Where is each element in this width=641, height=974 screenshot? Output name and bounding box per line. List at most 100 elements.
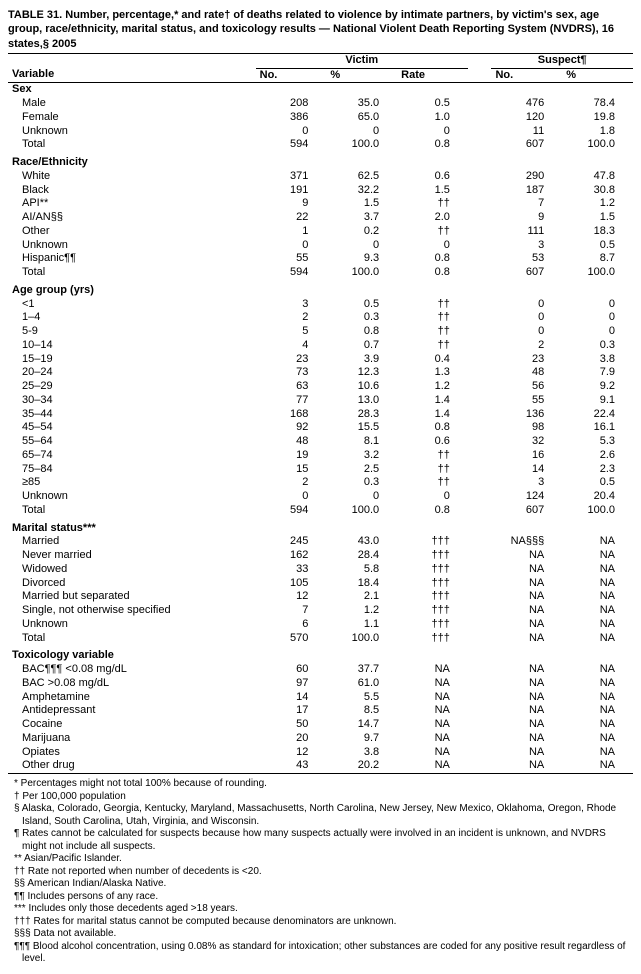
- cell-n1: 594: [256, 504, 327, 518]
- cell-p1: 0: [326, 239, 397, 253]
- cell-p1: 0: [326, 125, 397, 139]
- hdr-gap2: [468, 68, 492, 83]
- cell-r: 0.8: [397, 421, 468, 435]
- cell-n1: 48: [256, 435, 327, 449]
- footnotes: * Percentages might not total 100% becau…: [8, 778, 633, 966]
- cell-n2: 14: [491, 463, 562, 477]
- cell-n1: 63: [256, 380, 327, 394]
- cell-n1: 0: [256, 490, 327, 504]
- cell-l: 25–29: [8, 380, 256, 394]
- cell-n2: 290: [491, 170, 562, 184]
- table-title: TABLE 31. Number, percentage,* and rate†…: [8, 8, 633, 51]
- footnote: *** Includes only those decedents aged >…: [8, 903, 633, 916]
- cell-l: Antidepressant: [8, 704, 256, 718]
- cell-r: NA: [397, 759, 468, 773]
- cell-r: 1.4: [397, 408, 468, 422]
- cell-l: Unknown: [8, 125, 256, 139]
- hdr-pct2: %: [562, 68, 633, 83]
- cell-r: ††: [397, 476, 468, 490]
- cell-p1: 2.5: [326, 463, 397, 477]
- cell-gap: [468, 325, 492, 339]
- cell-n2: 0: [491, 298, 562, 312]
- cell-n1: 2: [256, 311, 327, 325]
- cell-n1: 4: [256, 339, 327, 353]
- cell-p2: NA: [562, 618, 633, 632]
- cell-gap: [468, 746, 492, 760]
- cell-r: ††: [397, 311, 468, 325]
- cell-n1: 371: [256, 170, 327, 184]
- cell-n1: 162: [256, 549, 327, 563]
- footnote: §§§ Data not available.: [8, 928, 633, 941]
- cell-gap: [468, 298, 492, 312]
- cell-r: 0.8: [397, 266, 468, 280]
- cell-n2: 0: [491, 325, 562, 339]
- cell-l: 55–64: [8, 435, 256, 449]
- cell-p1: 0.8: [326, 325, 397, 339]
- cell-r: 0.5: [397, 97, 468, 111]
- cell-n1: 386: [256, 111, 327, 125]
- cell-n1: 570: [256, 632, 327, 646]
- cell-gap: [468, 366, 492, 380]
- cell-p2: NA: [562, 549, 633, 563]
- cell-p1: 1.5: [326, 197, 397, 211]
- cell-n1: 191: [256, 184, 327, 198]
- section-header: Marital status***: [8, 518, 633, 536]
- footnote: † Per 100,000 population: [8, 791, 633, 804]
- cell-r: NA: [397, 718, 468, 732]
- cell-p1: 3.7: [326, 211, 397, 225]
- cell-p2: 0: [562, 311, 633, 325]
- cell-p1: 2.1: [326, 590, 397, 604]
- cell-l: <1: [8, 298, 256, 312]
- cell-p1: 100.0: [326, 138, 397, 152]
- cell-n1: 6: [256, 618, 327, 632]
- cell-l: 30–34: [8, 394, 256, 408]
- cell-n1: 594: [256, 266, 327, 280]
- cell-p2: 100.0: [562, 266, 633, 280]
- cell-p1: 14.7: [326, 718, 397, 732]
- cell-l: Total: [8, 632, 256, 646]
- cell-n2: 0: [491, 311, 562, 325]
- cell-r: NA: [397, 677, 468, 691]
- cell-p2: 9.1: [562, 394, 633, 408]
- cell-p1: 1.1: [326, 618, 397, 632]
- cell-n2: NA: [491, 663, 562, 677]
- cell-r: 1.0: [397, 111, 468, 125]
- cell-n1: 168: [256, 408, 327, 422]
- cell-n2: 3: [491, 239, 562, 253]
- cell-r: NA: [397, 704, 468, 718]
- cell-n2: NA: [491, 590, 562, 604]
- cell-gap: [468, 421, 492, 435]
- cell-l: Cocaine: [8, 718, 256, 732]
- cell-n1: 5: [256, 325, 327, 339]
- cell-gap: [468, 435, 492, 449]
- cell-n2: 120: [491, 111, 562, 125]
- footnote: ††† Rates for marital status cannot be c…: [8, 916, 633, 929]
- cell-r: ††: [397, 197, 468, 211]
- cell-gap: [468, 718, 492, 732]
- cell-gap: [468, 239, 492, 253]
- section-header: Sex: [8, 83, 633, 97]
- cell-p1: 15.5: [326, 421, 397, 435]
- cell-n2: 607: [491, 138, 562, 152]
- cell-n1: 15: [256, 463, 327, 477]
- footnote: ** Asian/Pacific Islander.: [8, 853, 633, 866]
- cell-l: Total: [8, 266, 256, 280]
- cell-gap: [468, 252, 492, 266]
- cell-n2: 476: [491, 97, 562, 111]
- cell-l: Male: [8, 97, 256, 111]
- hdr-blank: [8, 53, 256, 68]
- cell-n2: 53: [491, 252, 562, 266]
- cell-n2: NA: [491, 577, 562, 591]
- cell-n2: NA: [491, 704, 562, 718]
- hdr-suspect: Suspect¶: [491, 53, 633, 68]
- cell-p2: NA: [562, 577, 633, 591]
- cell-p1: 100.0: [326, 266, 397, 280]
- cell-r: 0.8: [397, 138, 468, 152]
- cell-gap: [468, 197, 492, 211]
- cell-gap: [468, 549, 492, 563]
- cell-l: Total: [8, 504, 256, 518]
- cell-p2: 78.4: [562, 97, 633, 111]
- cell-gap: [468, 125, 492, 139]
- cell-n2: NA: [491, 618, 562, 632]
- cell-n1: 208: [256, 97, 327, 111]
